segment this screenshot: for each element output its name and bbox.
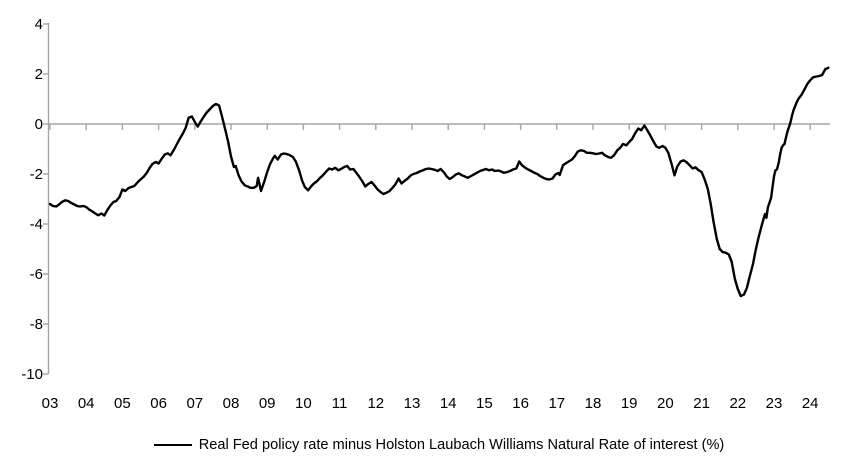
x-axis-tick-label: 16: [512, 395, 529, 412]
x-axis-tick-label: 15: [476, 395, 493, 412]
y-axis-tick-label: -10: [21, 366, 43, 383]
x-axis-tick-label: 24: [802, 395, 819, 412]
x-axis-tick-label: 22: [729, 395, 746, 412]
x-axis-tick-label: 13: [404, 395, 421, 412]
x-axis-tick-label: 10: [295, 395, 312, 412]
x-axis-tick-label: 20: [657, 395, 674, 412]
y-axis-tick-label: 2: [35, 66, 43, 83]
x-axis-tick-label: 04: [78, 395, 95, 412]
y-axis-tick-label: -8: [30, 316, 43, 333]
series-line: [48, 66, 830, 298]
x-axis-tick-label: 19: [621, 395, 638, 412]
x-axis-tick-label: 14: [440, 395, 457, 412]
x-axis-tick-label: 17: [548, 395, 565, 412]
x-axis-tick-label: 03: [42, 395, 59, 412]
x-axis-tick-label: 21: [693, 395, 710, 412]
x-axis-tick-label: 08: [223, 395, 240, 412]
legend-label: Real Fed policy rate minus Holston Lauba…: [198, 437, 725, 453]
y-axis-tick-label: -4: [30, 216, 43, 233]
y-axis-tick-label: -2: [30, 166, 43, 183]
x-axis-tick-label: 07: [186, 395, 203, 412]
y-axis-tick-label: 4: [35, 16, 43, 33]
x-axis-tick-label: 06: [150, 395, 167, 412]
chart-legend: Real Fed policy rate minus Holston Lauba…: [13, 437, 852, 453]
legend-line-sample: [153, 444, 192, 446]
x-axis-tick-label: 23: [766, 395, 783, 412]
x-axis-tick-label: 11: [332, 395, 348, 412]
x-axis-tick-label: 12: [367, 395, 384, 412]
x-axis-tick-label: 18: [585, 395, 602, 412]
y-axis-tick-label: 0: [35, 116, 43, 133]
x-axis-tick-label: 09: [259, 395, 276, 412]
x-axis-tick-label: 05: [114, 395, 131, 412]
y-axis-tick-label: -6: [30, 266, 43, 283]
